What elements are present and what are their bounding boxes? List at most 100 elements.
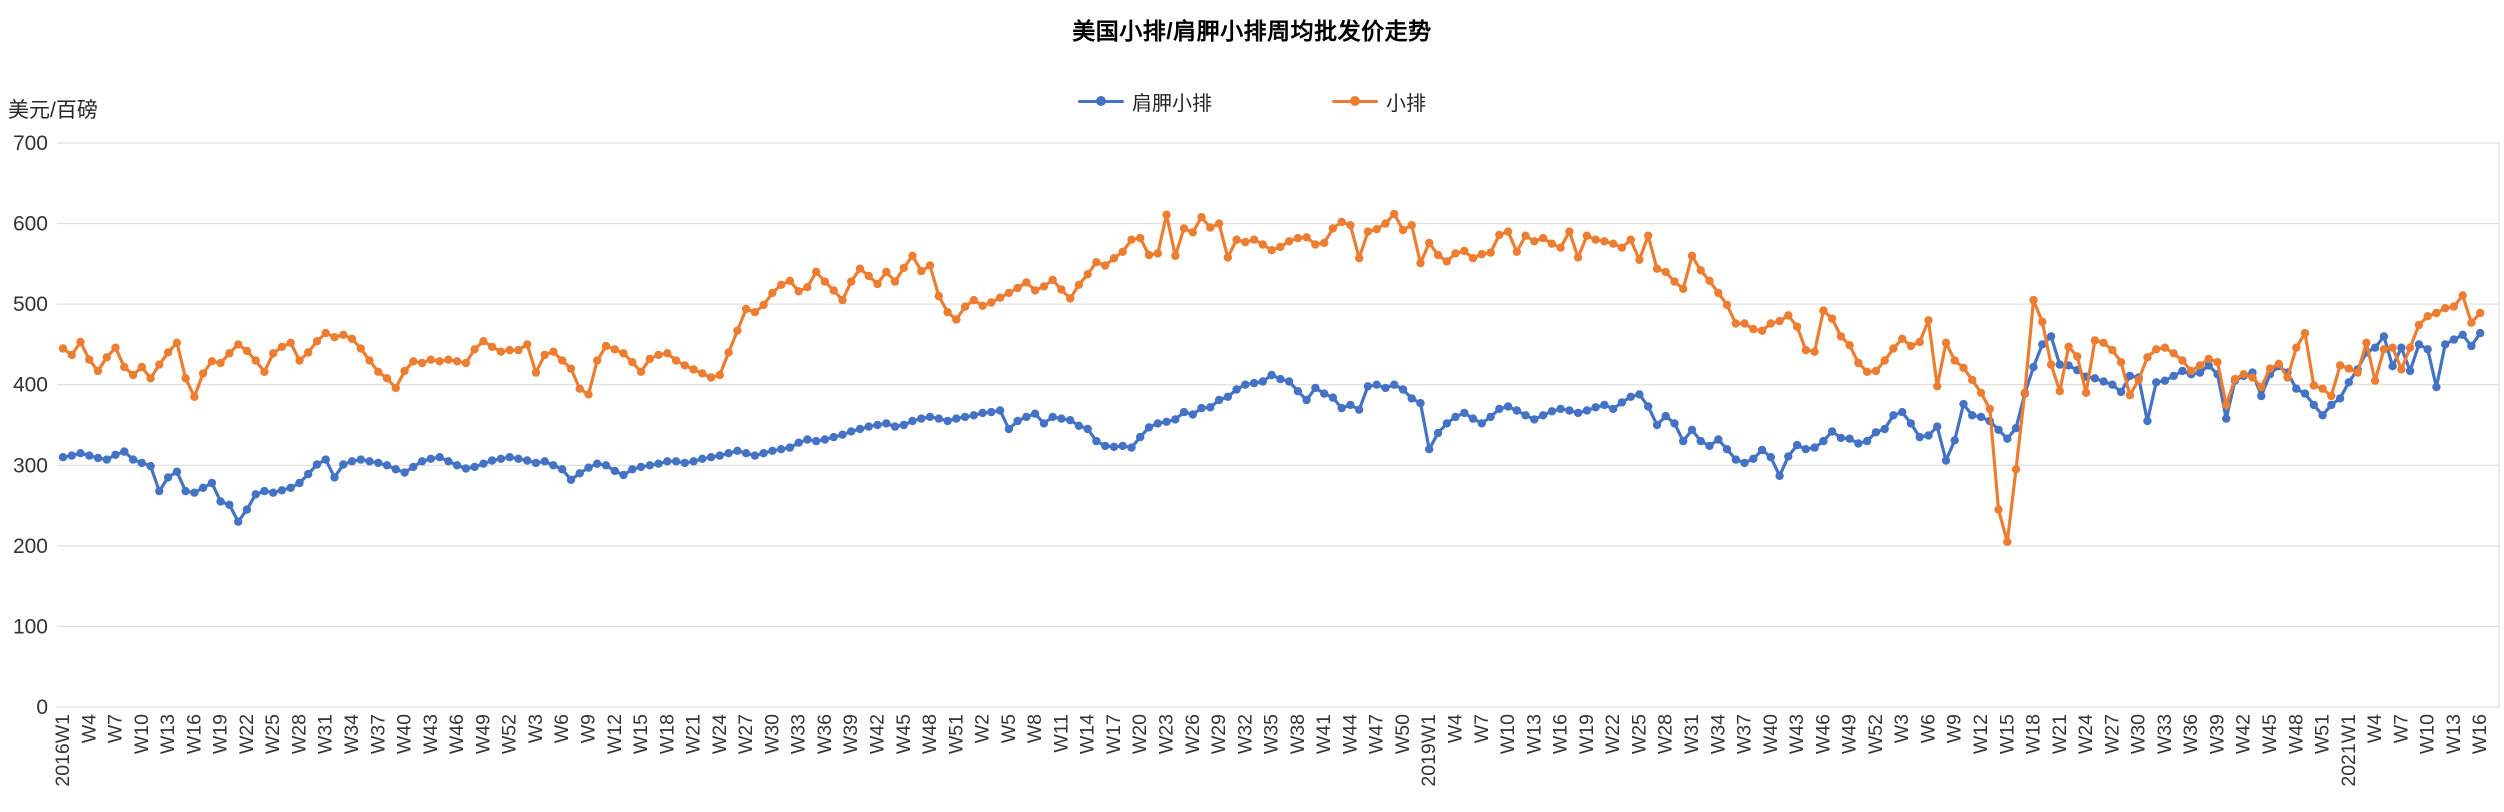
- x-axis-tick-label: W48: [919, 714, 941, 754]
- data-point-marker: [899, 420, 908, 430]
- data-point-marker: [58, 453, 68, 462]
- data-point-marker: [365, 356, 374, 365]
- data-point-marker: [777, 445, 786, 454]
- data-point-marker: [2029, 295, 2038, 305]
- data-point-marker: [934, 414, 943, 423]
- data-point-marker: [382, 461, 392, 470]
- x-axis-tick-label: W33: [2154, 714, 2176, 754]
- data-point-marker: [759, 449, 768, 458]
- data-point-marker: [584, 390, 593, 399]
- chart-title: 美国小排/肩胛小排周均批发价走势: [1072, 18, 1432, 44]
- data-point-marker: [2081, 388, 2091, 397]
- x-axis-tick-label: W36: [814, 714, 836, 754]
- data-point-marker: [295, 356, 304, 365]
- data-point-marker: [523, 456, 532, 465]
- data-point-marker: [1749, 324, 1758, 334]
- data-point-marker: [794, 438, 803, 447]
- data-point-marker: [943, 416, 952, 426]
- data-point-marker: [146, 374, 155, 383]
- data-point-marker: [2222, 400, 2231, 410]
- data-point-marker: [277, 342, 287, 351]
- data-point-marker: [706, 373, 716, 382]
- data-point-marker: [339, 460, 348, 469]
- x-axis-tick-label: W27: [2101, 714, 2123, 754]
- data-point-marker: [2178, 366, 2187, 376]
- data-point-marker: [1136, 233, 1145, 243]
- data-point-marker: [1941, 338, 1951, 347]
- data-point-marker: [1144, 423, 1154, 432]
- x-axis-tick-label: W28: [1655, 714, 1677, 754]
- data-point-marker: [417, 457, 427, 466]
- data-point-marker: [584, 463, 593, 472]
- x-axis-tick-label: W31: [1681, 714, 1703, 754]
- data-point-marker: [566, 475, 576, 484]
- data-point-marker: [1425, 445, 1434, 454]
- data-point-marker: [2397, 365, 2406, 374]
- data-point-marker: [2397, 343, 2406, 352]
- data-point-marker: [750, 308, 760, 317]
- data-point-marker: [1530, 237, 1539, 246]
- x-axis-tick-label: W39: [840, 714, 862, 754]
- data-point-marker: [601, 341, 611, 351]
- data-point-marker: [207, 357, 217, 366]
- x-axis-tick-label: W34: [1707, 714, 1729, 754]
- x-axis-tick-label: W42: [2233, 714, 2255, 754]
- data-point-marker: [1635, 390, 1644, 399]
- data-point-marker: [1950, 356, 1959, 365]
- data-point-marker: [2160, 343, 2170, 352]
- data-point-marker: [1941, 456, 1951, 465]
- data-point-marker: [671, 457, 681, 466]
- data-point-marker: [1801, 345, 1811, 355]
- x-axis-tick-label: W45: [893, 714, 915, 754]
- data-point-marker: [1775, 471, 1784, 480]
- data-point-marker: [1994, 425, 2003, 434]
- data-point-marker: [198, 483, 208, 492]
- x-axis-tick-label: W13: [2443, 714, 2465, 754]
- data-point-marker: [2257, 391, 2266, 401]
- legend-line-marker-icon: [1332, 95, 1378, 107]
- data-point-marker: [2362, 338, 2371, 347]
- data-point-marker: [1652, 264, 1662, 273]
- data-point-marker: [715, 451, 724, 460]
- data-point-marker: [812, 267, 821, 277]
- data-point-marker: [899, 263, 908, 273]
- data-point-marker: [777, 280, 786, 289]
- data-point-marker: [558, 356, 567, 365]
- data-point-marker: [1906, 341, 1916, 351]
- data-point-marker: [715, 370, 724, 380]
- x-axis-tick-label: W14: [1077, 714, 1099, 754]
- data-point-marker: [2283, 373, 2292, 382]
- data-point-marker: [978, 301, 987, 310]
- data-point-marker: [820, 277, 830, 286]
- data-point-marker: [2327, 400, 2336, 410]
- data-point-marker: [356, 344, 365, 353]
- data-point-marker: [1372, 380, 1381, 389]
- x-axis-tick-label: W16: [183, 714, 205, 754]
- legend-item-shoulder-ribs: 肩胛小排: [1078, 87, 1212, 116]
- data-point-marker: [2073, 352, 2082, 361]
- data-point-marker: [2195, 361, 2205, 370]
- data-point-marker: [2405, 366, 2415, 376]
- x-axis-tick-label: W36: [2180, 714, 2202, 754]
- x-axis-tick-label: W34: [341, 714, 363, 754]
- x-axis-tick-label: W22: [236, 714, 258, 754]
- data-point-marker: [496, 454, 506, 463]
- data-point-marker: [2257, 382, 2266, 392]
- data-point-marker: [1530, 415, 1539, 424]
- data-point-marker: [1810, 347, 1819, 356]
- x-axis-tick-label: W45: [2259, 714, 2281, 754]
- data-point-marker: [1959, 363, 1968, 372]
- data-point-marker: [1687, 425, 1697, 434]
- data-point-marker: [1766, 319, 1776, 328]
- data-point-marker: [1442, 419, 1452, 428]
- data-point-marker: [750, 451, 760, 460]
- data-point-marker: [882, 267, 891, 277]
- x-axis-tick-label: W13: [157, 714, 179, 754]
- data-point-marker: [1705, 276, 1714, 285]
- data-point-marker: [1538, 233, 1548, 243]
- data-point-marker: [1880, 424, 1889, 434]
- data-point-marker: [1591, 235, 1600, 244]
- data-point-marker: [1407, 394, 1416, 403]
- data-point-marker: [1521, 411, 1530, 420]
- x-axis-tick-label: W24: [2075, 714, 2097, 754]
